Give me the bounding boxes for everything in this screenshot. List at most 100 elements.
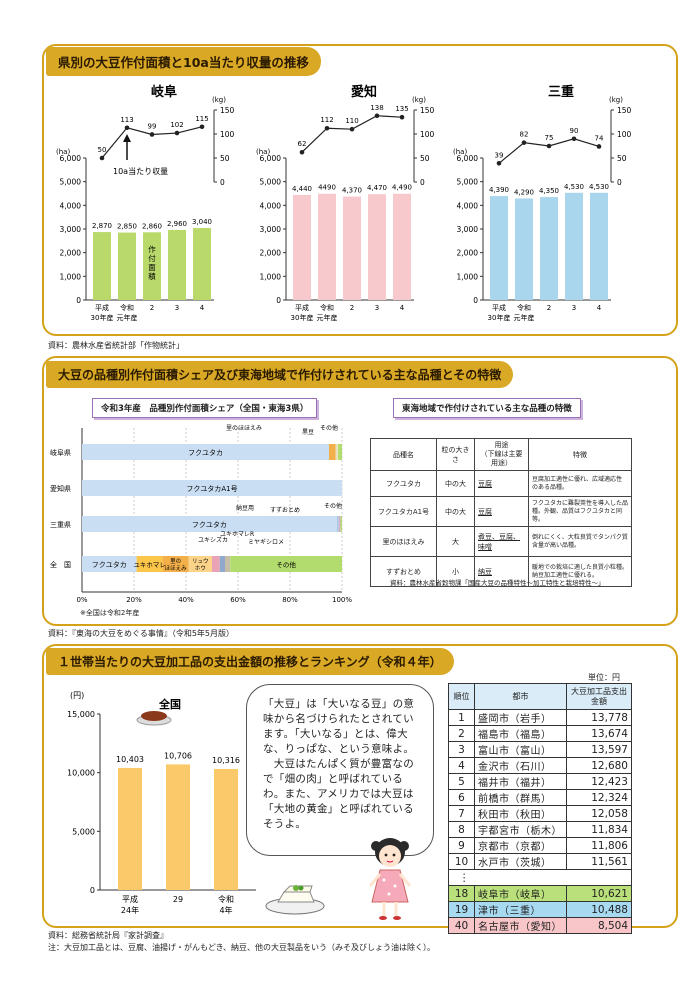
area-bar-label: 4,370 (342, 187, 362, 195)
area-bar-label: 4,350 (539, 187, 559, 195)
chart-title: 岐阜 (151, 84, 177, 100)
yield-label: 138 (370, 104, 383, 112)
left-axis-unit: (ha) (453, 148, 467, 156)
amount-cell: 11,834 (566, 821, 632, 838)
x-tick-label: 2 (150, 304, 154, 312)
annotation-sonota: その他 (324, 502, 342, 510)
amount-cell: 12,058 (566, 805, 632, 822)
section1-title: 県別の大豆作付面積と10a当たり収量の推移 (46, 47, 321, 76)
header-amount: 大豆加工品支出金額 (566, 683, 632, 710)
annotation-kuromame: 黒豆 (302, 429, 314, 436)
right-tick-label: 100 (220, 130, 235, 139)
segment-label: フクユタカ (188, 448, 223, 457)
yield-point (399, 114, 405, 120)
segment-label: 里の (170, 558, 181, 565)
area-bar-label: 3,040 (192, 218, 212, 226)
area-bar-label: 2,850 (117, 223, 137, 231)
share-segment (82, 556, 137, 572)
left-tick-label: 1,000 (260, 272, 282, 281)
variety-table-header: 品種名 粒の大きさ 用途 （下線は主要用途） 特徴 (370, 438, 632, 471)
city-cell: 福島市（福島） (474, 725, 567, 742)
ranking-header: 順位 都市 大豆加工品支出金額 (448, 683, 632, 710)
left-tick-label: 5,000 (260, 178, 282, 187)
table-row: フクユタカA1号 中の大 豆腐 フクユタカに難裂莢性を導入した品種。外観、品質は… (370, 496, 632, 527)
rank-cell: 9 (448, 837, 475, 854)
area-bar (515, 198, 533, 300)
x-tick-label: 元年産 (317, 313, 338, 322)
y-tick-label: 5,000 (72, 827, 95, 836)
section3-note: 注：大豆加工品とは、豆腐、油揚げ・がんもどき、納豆、他の大豆製品をいう（みそ及び… (48, 943, 436, 952)
prefecture-charts: 岐阜 (ha) (kg) 6,000 5,000 4,000 3,000 2,000 1,000… (46, 76, 676, 334)
rank-cell: 10 (448, 853, 475, 870)
spending-chart-title: 全国 (158, 697, 181, 711)
variety-name: フクユタカA1号 (370, 496, 437, 527)
segment-label: ほほえみ (165, 565, 188, 572)
prefecture-charts-svg: 岐阜 (ha) (kg) 6,000 5,000 4,000 3,000 2,000 1,000… (56, 84, 632, 322)
amount-cell: 8,504 (566, 917, 632, 934)
yield-label: 115 (195, 115, 208, 123)
rank-cell: 1 (448, 709, 475, 726)
city-cell: 岐阜市（岐阜） (474, 885, 567, 902)
area-bar (118, 232, 136, 300)
city-cell: 名古屋市（愛知） (474, 917, 567, 934)
left-tick-label: 0 (473, 296, 478, 305)
x-tick-label: 30年産 (488, 313, 511, 322)
x-tick-label: 平成 (122, 894, 138, 904)
left-tick-label: 1,000 (60, 272, 82, 281)
yield-point (571, 136, 577, 142)
header-feature: 特徴 (528, 438, 632, 471)
amount-cell: 11,561 (566, 853, 632, 870)
x-tick-label: 2 (350, 304, 354, 312)
area-bar-label: 4490 (318, 184, 336, 192)
spending-bar (166, 764, 190, 890)
variety-name: すずおとめ (370, 556, 437, 587)
right-tick-label: 100 (617, 130, 632, 139)
area-bar (565, 192, 583, 300)
meat-icon (141, 711, 167, 721)
area-note-char: 作 (148, 244, 156, 254)
yield-point (496, 160, 502, 166)
variety-table: 品種名 粒の大きさ 用途 （下線は主要用途） 特徴 フクユタカ 中の大 豆腐 豆… (370, 438, 632, 587)
spending-bar (214, 768, 238, 890)
right-axis-unit: (kg) (412, 96, 426, 104)
grain-size: 小 (436, 556, 475, 587)
right-tick-label: 150 (420, 106, 435, 115)
yield-point (596, 144, 602, 149)
area-bar-label: 4,390 (489, 186, 509, 194)
table-row-highlight: 19 津市（三重） 10,488 (448, 901, 632, 918)
city-cell: 富山市（富山） (474, 741, 567, 758)
left-axis-unit: (ha) (56, 148, 70, 156)
amount-cell: 10,621 (566, 885, 632, 902)
table-row-highlight: 40 名古屋市（愛知） 8,504 (448, 917, 632, 934)
rank-cell: 3 (448, 741, 475, 758)
area-bar-label: 4,440 (292, 185, 312, 193)
left-tick-label: 6,000 (60, 154, 82, 163)
x-tick-label: 元年産 (514, 313, 535, 322)
table-row-highlight: 18 岐阜市（岐阜） 10,621 (448, 885, 632, 902)
tofu-dish-svg (265, 885, 325, 915)
x-tick-label: 令和 (218, 894, 234, 904)
area-bar (490, 196, 508, 300)
segment-label: その他 (276, 560, 296, 569)
amount-cell: 13,778 (566, 709, 632, 726)
yield-label: 99 (148, 122, 157, 130)
ranking-table: 順位 都市 大豆加工品支出金額 1 盛岡市（岩手） 13,778 2 福島市（福島） 13… (448, 683, 632, 934)
city-cell: 水戸市（茨城） (474, 853, 567, 870)
x-tick-label: 令和 (120, 303, 134, 312)
right-axis-unit: (kg) (609, 96, 623, 104)
share-chart-title: 令和3年産 品種別作付面積シェア（全国・東海3県） (92, 398, 318, 418)
area-bar (143, 232, 161, 300)
share-segment (82, 444, 329, 460)
variety-name: 里のほほえみ (370, 526, 437, 557)
yield-point (521, 140, 527, 145)
left-tick-label: 0 (76, 296, 81, 305)
header-rank: 順位 (448, 683, 475, 710)
row-label: 愛知県 (50, 484, 71, 493)
x-tick-label: 3 (572, 304, 576, 312)
amount-cell: 12,680 (566, 757, 632, 774)
x-tick-label: 4 (200, 304, 205, 312)
share-segment (336, 516, 339, 532)
area-bar (343, 196, 361, 300)
